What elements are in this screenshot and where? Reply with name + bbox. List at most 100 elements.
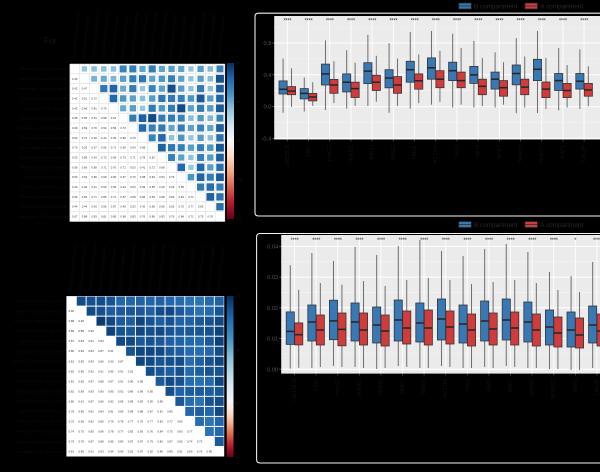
svg-text:-0.5: -0.5 — [235, 455, 241, 459]
svg-text:0.76: 0.76 — [169, 215, 175, 219]
svg-text:0.58: 0.58 — [140, 175, 146, 179]
svg-text:0.78: 0.78 — [69, 409, 75, 413]
svg-text:HUVEC: HUVEC — [348, 145, 354, 163]
svg-text:0.76: 0.76 — [208, 215, 214, 219]
svg-text:0.70: 0.70 — [179, 205, 185, 209]
svg-text:0.90: 0.90 — [98, 389, 104, 393]
svg-text:0.78: 0.78 — [78, 439, 84, 443]
svg-text:****: **** — [334, 238, 343, 244]
svg-text:0.59: 0.59 — [101, 185, 107, 189]
svg-text:0.89: 0.89 — [78, 389, 84, 393]
svg-text:0.81: 0.81 — [69, 449, 75, 453]
svg-text:****: **** — [538, 19, 547, 25]
svg-text:0.91: 0.91 — [118, 379, 124, 383]
svg-text:Intra-chromosomal fraction: Intra-chromosomal fraction — [20, 76, 68, 81]
svg-text:****: **** — [368, 19, 377, 25]
svg-text:0.83: 0.83 — [118, 409, 124, 413]
svg-text:0.90: 0.90 — [148, 399, 154, 403]
svg-text:Premature TAD boundary st: Premature TAD boundary st — [18, 86, 68, 91]
svg-text:0.72: 0.72 — [91, 96, 97, 100]
svg-text:****: **** — [377, 238, 386, 244]
svg-text:0.84: 0.84 — [179, 215, 185, 219]
svg-text:0.77: 0.77 — [128, 419, 134, 423]
svg-text:0.83: 0.83 — [88, 359, 94, 363]
svg-text:0.87: 0.87 — [138, 449, 144, 453]
svg-text:1.0: 1.0 — [236, 61, 241, 65]
svg-text:****: **** — [580, 19, 589, 25]
svg-text:HepG2: HepG2 — [335, 379, 341, 395]
svg-text:0.80: 0.80 — [169, 195, 175, 199]
svg-text:MCF7: MCF7 — [508, 379, 514, 393]
svg-text:Weak transcription domain: Weak transcription domain — [166, 246, 176, 294]
svg-text:0.40: 0.40 — [159, 185, 165, 189]
svg-text:Premature TAD boundary st: Premature TAD boundary st — [14, 318, 64, 323]
svg-text:K562: K562 — [306, 145, 312, 157]
svg-text:0.77: 0.77 — [118, 429, 124, 433]
svg-text:Genic enhancer interaction: Genic enhancer interaction — [16, 369, 64, 374]
svg-text:Genic enhancer interaction: Genic enhancer interaction — [136, 245, 146, 293]
svg-text:0.87: 0.87 — [118, 359, 124, 363]
svg-text:0.90: 0.90 — [78, 319, 84, 323]
svg-text:0.71: 0.71 — [91, 195, 97, 199]
svg-text:0.53: 0.53 — [130, 205, 136, 209]
svg-text:0.88: 0.88 — [69, 319, 75, 323]
svg-text:****: **** — [593, 238, 600, 244]
svg-text:-0.5: -0.5 — [236, 178, 242, 182]
svg-text:0.80: 0.80 — [187, 449, 193, 453]
svg-text:0.83: 0.83 — [159, 215, 165, 219]
svg-text:****: **** — [495, 19, 504, 25]
svg-text:0.85: 0.85 — [108, 369, 114, 373]
svg-text:Strong transcription contact: Strong transcription contact — [15, 389, 65, 394]
svg-text:0.77: 0.77 — [188, 205, 194, 209]
svg-text:0.79: 0.79 — [138, 419, 144, 423]
svg-text:0.91: 0.91 — [98, 369, 104, 373]
svg-text:0.87: 0.87 — [138, 439, 144, 443]
svg-text:0.70: 0.70 — [130, 175, 136, 179]
svg-text:0.88: 0.88 — [138, 409, 144, 413]
svg-text:0.83: 0.83 — [91, 215, 97, 219]
svg-text:K562: K562 — [314, 379, 320, 391]
svg-text:0.78: 0.78 — [118, 419, 124, 423]
svg-text:0.5: 0.5 — [235, 348, 240, 352]
svg-text:Insulation score variance: Insulation score variance — [23, 106, 68, 111]
svg-text:0.58: 0.58 — [82, 156, 88, 160]
svg-text:0.56: 0.56 — [140, 195, 146, 199]
svg-text:0.90: 0.90 — [128, 379, 134, 383]
svg-text:0.81: 0.81 — [101, 215, 107, 219]
svg-text:****: **** — [559, 19, 568, 25]
svg-text:0.80: 0.80 — [118, 439, 124, 443]
svg-text:0.77: 0.77 — [167, 419, 173, 423]
svg-text:0.89: 0.89 — [157, 399, 163, 403]
svg-text:LNCaP: LNCaP — [582, 144, 588, 161]
svg-text:0.68: 0.68 — [130, 195, 136, 199]
svg-text:0.84: 0.84 — [88, 349, 94, 353]
svg-text:****: **** — [420, 238, 429, 244]
svg-text:0.42: 0.42 — [72, 96, 78, 100]
svg-text:0.85: 0.85 — [108, 389, 114, 393]
svg-text:0.57: 0.57 — [120, 195, 126, 199]
svg-text:NHEK: NHEK — [422, 378, 428, 393]
svg-text:ZNF repeats and signal st: ZNF repeats and signal st — [22, 184, 69, 189]
svg-text:0.90: 0.90 — [120, 146, 126, 150]
svg-text:0.69: 0.69 — [130, 146, 136, 150]
svg-text:0.71: 0.71 — [130, 156, 136, 160]
svg-text:0.53: 0.53 — [130, 165, 136, 169]
svg-text:0.54: 0.54 — [159, 175, 165, 179]
svg-text:0.67: 0.67 — [120, 175, 126, 179]
svg-text:0.86: 0.86 — [149, 215, 155, 219]
svg-text:0.96: 0.96 — [88, 329, 94, 333]
svg-text:0.00: 0.00 — [267, 367, 278, 373]
svg-text:0.39: 0.39 — [169, 185, 175, 189]
svg-text:0.91: 0.91 — [108, 349, 114, 353]
svg-text:0.5: 0.5 — [236, 100, 241, 104]
svg-text:0.91: 0.91 — [118, 369, 124, 373]
svg-text:0.69: 0.69 — [82, 126, 88, 130]
svg-text:0.83: 0.83 — [157, 439, 163, 443]
svg-text:0.56: 0.56 — [159, 205, 165, 209]
svg-text:GM12878: GM12878 — [285, 145, 291, 167]
svg-text:H1hESC: H1hESC — [539, 145, 545, 165]
svg-text:0.0: 0.0 — [263, 105, 271, 111]
svg-text:0.56: 0.56 — [111, 126, 117, 130]
svg-text:Intra-chromosomal fraction: Intra-chromosomal fraction — [16, 308, 64, 313]
svg-text:0.90: 0.90 — [111, 175, 117, 179]
